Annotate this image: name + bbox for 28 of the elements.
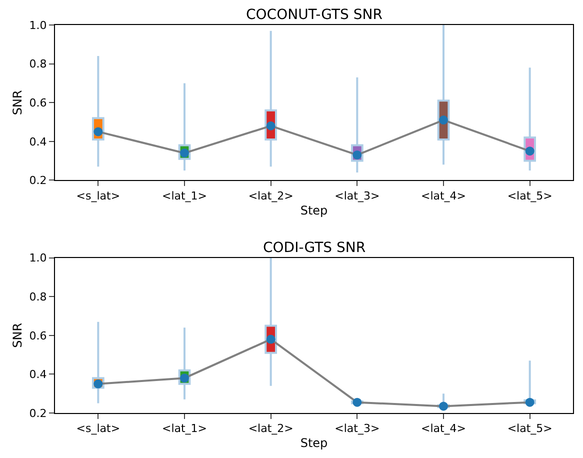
x-tick-label: <lat_1> [162,189,208,202]
x-tick-label: <lat_2> [248,189,294,202]
chart-title: CODI-GTS SNR [263,240,366,256]
chart-title: COCONUT-GTS SNR [246,7,383,23]
x-axis-title: Step [300,436,328,450]
y-tick-label: 1.0 [29,18,47,32]
y-tick-label: 0.6 [29,329,47,342]
x-axis-title: Step [300,203,328,218]
x-tick-label: <lat_2> [248,422,294,436]
y-tick-label: 0.8 [29,290,47,304]
x-tick-label: <lat_5> [507,189,552,202]
x-tick-label: <lat_3> [334,189,380,202]
y-tick-label: 0.4 [29,368,47,382]
x-tick-label: <lat_5> [507,422,552,436]
x-tick-label: <lat_3> [334,422,380,436]
x-tick-label: <lat_4> [420,422,466,436]
y-tick-label: 0.2 [29,174,47,188]
y-axis-title: SNR [10,90,25,116]
x-tick-label: <lat_1> [162,422,208,436]
y-tick-label: 1.0 [29,252,47,265]
y-tick-label: 0.6 [29,96,47,110]
y-tick-label: 0.4 [29,135,47,148]
x-tick-label: <s_lat> [76,189,120,202]
y-tick-label: 0.8 [29,58,47,71]
y-tick-label: 0.2 [29,406,47,420]
x-tick-label: <s_lat> [76,422,120,436]
y-axis-title: SNR [10,322,25,348]
x-tick-label: <lat_4> [420,189,466,202]
